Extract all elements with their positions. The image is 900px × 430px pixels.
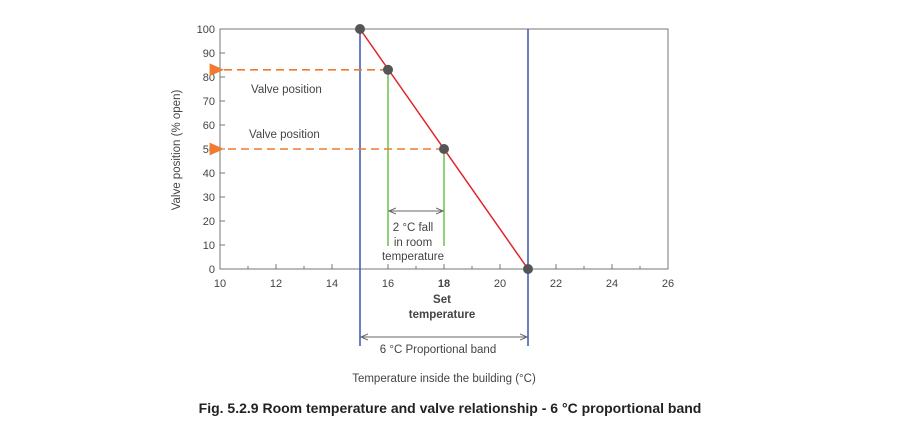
y-tick-label: 0 bbox=[209, 264, 215, 276]
proportional-band-label: 6 °C Proportional band bbox=[380, 344, 496, 356]
x-tick-label: 16 bbox=[382, 278, 394, 290]
ticks-layer: 10 12 14 16 18 20 22 24 26 0 10 20 30 40 50 60 70 80 90 100 bbox=[197, 24, 674, 290]
marks-layer bbox=[209, 24, 533, 346]
y-tick-label: 80 bbox=[203, 72, 215, 84]
data-point bbox=[383, 64, 393, 75]
figure-caption: Fig. 5.2.9 Room temperature and valve re… bbox=[198, 400, 702, 416]
y-tick-label: 20 bbox=[203, 216, 215, 228]
x-tick-label: 24 bbox=[606, 278, 618, 290]
fall-label-line3: temperature bbox=[382, 251, 444, 263]
x-tick-label: 26 bbox=[662, 278, 674, 290]
y-tick-label: 60 bbox=[203, 120, 215, 132]
valve-position-label-upper: Valve position bbox=[251, 84, 322, 96]
data-point bbox=[355, 24, 365, 34]
y-tick-label: 40 bbox=[203, 168, 215, 180]
y-axis-label: Valve position (% open) bbox=[171, 90, 183, 211]
y-tick-label: 100 bbox=[197, 24, 215, 36]
set-temperature-label-line1: Set bbox=[433, 294, 451, 306]
y-tick-label: 50 bbox=[203, 144, 215, 156]
y-tick-label: 90 bbox=[203, 48, 215, 60]
x-tick-label: 22 bbox=[550, 278, 562, 290]
set-temperature-label-line2: temperature bbox=[409, 309, 475, 321]
x-tick-label: 18 bbox=[438, 278, 450, 290]
y-tick-label: 30 bbox=[203, 192, 215, 204]
data-point bbox=[523, 264, 533, 274]
fall-label-line1: 2 °C fall bbox=[393, 222, 433, 234]
valve-position-label-lower: Valve position bbox=[249, 129, 320, 141]
x-tick-label: 14 bbox=[326, 278, 338, 290]
x-tick-label: 10 bbox=[214, 278, 226, 290]
x-tick-label: 20 bbox=[494, 278, 506, 290]
x-tick-label: 12 bbox=[270, 278, 282, 290]
fall-label-line2: in room bbox=[394, 237, 432, 249]
data-point bbox=[439, 144, 449, 154]
x-axis-label: Temperature inside the building (°C) bbox=[352, 373, 536, 385]
y-tick-label: 70 bbox=[203, 96, 215, 108]
y-tick-label: 10 bbox=[203, 240, 215, 252]
